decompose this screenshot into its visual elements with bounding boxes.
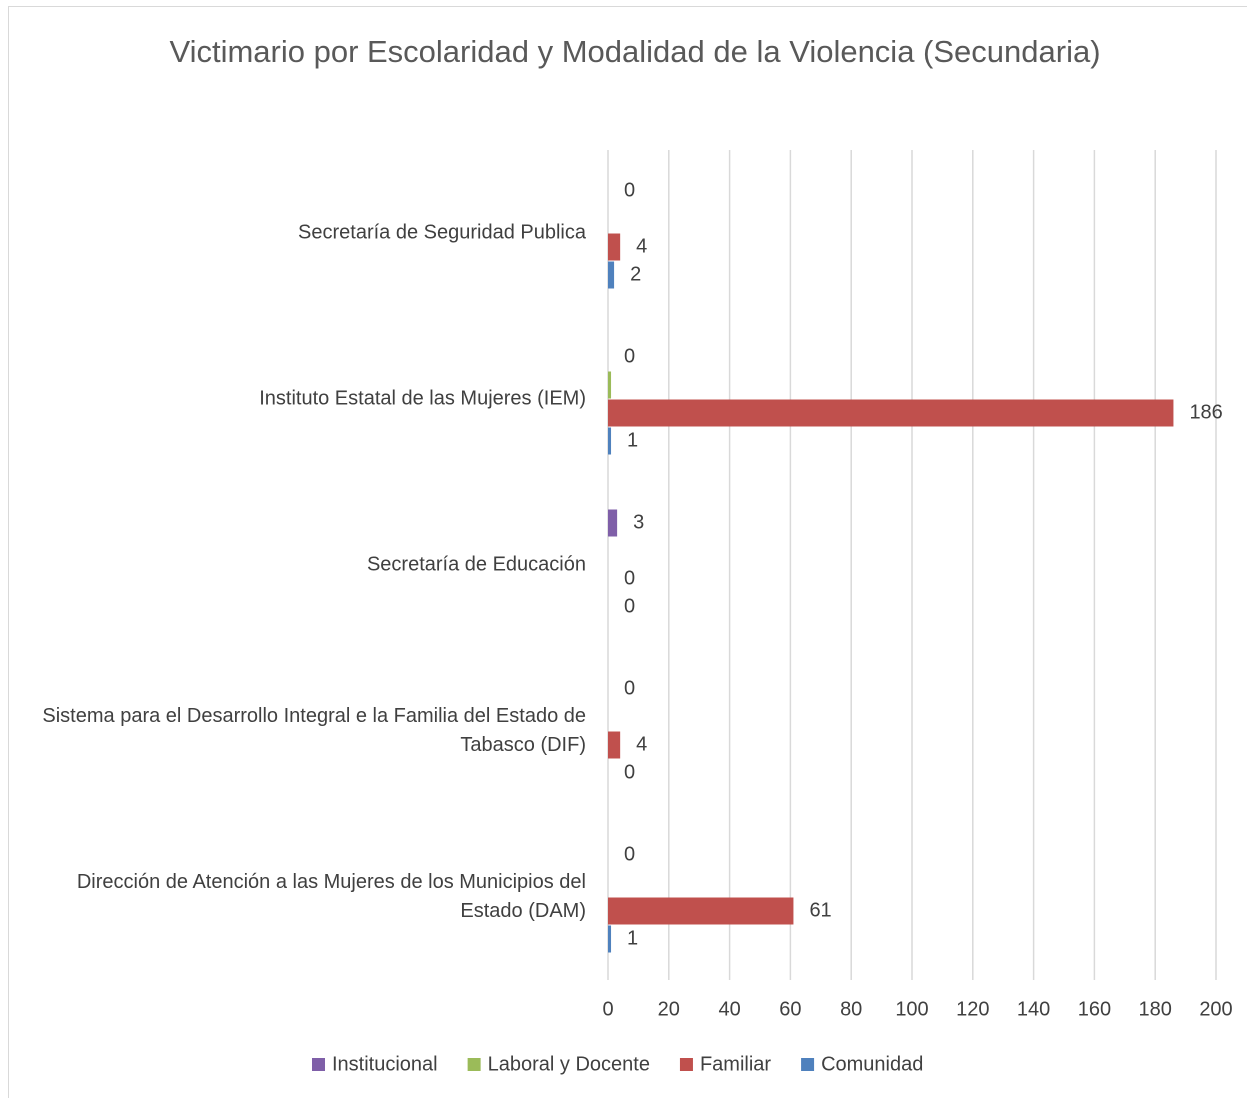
x-tick-label: 200 — [1199, 998, 1232, 1020]
x-tick-label: 20 — [658, 998, 680, 1020]
x-tick-label: 0 — [602, 998, 613, 1020]
legend-swatch — [312, 1058, 325, 1071]
legend-label: Familiar — [700, 1053, 771, 1075]
x-tick-label: 100 — [895, 998, 928, 1020]
y-tick-label: Dirección de Atención a las Mujeres de l… — [76, 871, 586, 922]
x-tick-label: 80 — [840, 998, 862, 1020]
chart-border — [8, 6, 1247, 1098]
legend-swatch — [801, 1058, 815, 1071]
data-label: 0 — [624, 179, 635, 201]
legend-label: Comunidad — [821, 1053, 923, 1075]
bar — [608, 897, 794, 925]
bar — [608, 427, 612, 455]
data-label: 0 — [624, 595, 635, 617]
bar — [608, 925, 612, 953]
data-label: 61 — [809, 899, 831, 921]
legend-label: Institucional — [332, 1053, 438, 1075]
data-label: 1 — [627, 429, 638, 451]
legend-label: Laboral y Docente — [488, 1053, 650, 1075]
y-tick-label: Instituto Estatal de las Mujeres (IEM) — [259, 387, 586, 410]
bar — [608, 233, 621, 261]
bar — [608, 261, 615, 289]
legend-swatch — [679, 1058, 693, 1071]
data-label: 186 — [1189, 401, 1222, 423]
data-label: 1 — [627, 927, 638, 949]
data-label: 3 — [633, 511, 644, 533]
bar — [608, 399, 1174, 427]
x-tick-label: 40 — [718, 998, 740, 1020]
bar — [608, 371, 612, 399]
data-label: 0 — [624, 345, 635, 367]
chart-title: Victimario por Escolaridad y Modalidad d… — [169, 34, 1101, 69]
data-label: 0 — [624, 761, 635, 783]
data-label: 0 — [624, 843, 635, 865]
data-label: 2 — [630, 263, 641, 285]
bar — [608, 509, 618, 537]
data-label: 4 — [636, 733, 647, 755]
bar — [608, 731, 621, 759]
data-label: 0 — [624, 567, 635, 589]
legend-swatch — [467, 1058, 481, 1071]
y-tick-label: Secretaría de Educación — [366, 553, 586, 576]
y-tick-label: Secretaría de Seguridad Publica — [298, 221, 586, 244]
x-tick-label: 120 — [956, 998, 989, 1020]
x-tick-label: 160 — [1078, 998, 1111, 1020]
x-tick-label: 60 — [779, 998, 801, 1020]
x-tick-label: 140 — [1017, 998, 1050, 1020]
data-label: 4 — [636, 235, 647, 257]
x-tick-label: 180 — [1139, 998, 1172, 1020]
data-label: 0 — [624, 677, 635, 699]
y-tick-label: Sistema para el Desarrollo Integral e la… — [42, 705, 586, 756]
